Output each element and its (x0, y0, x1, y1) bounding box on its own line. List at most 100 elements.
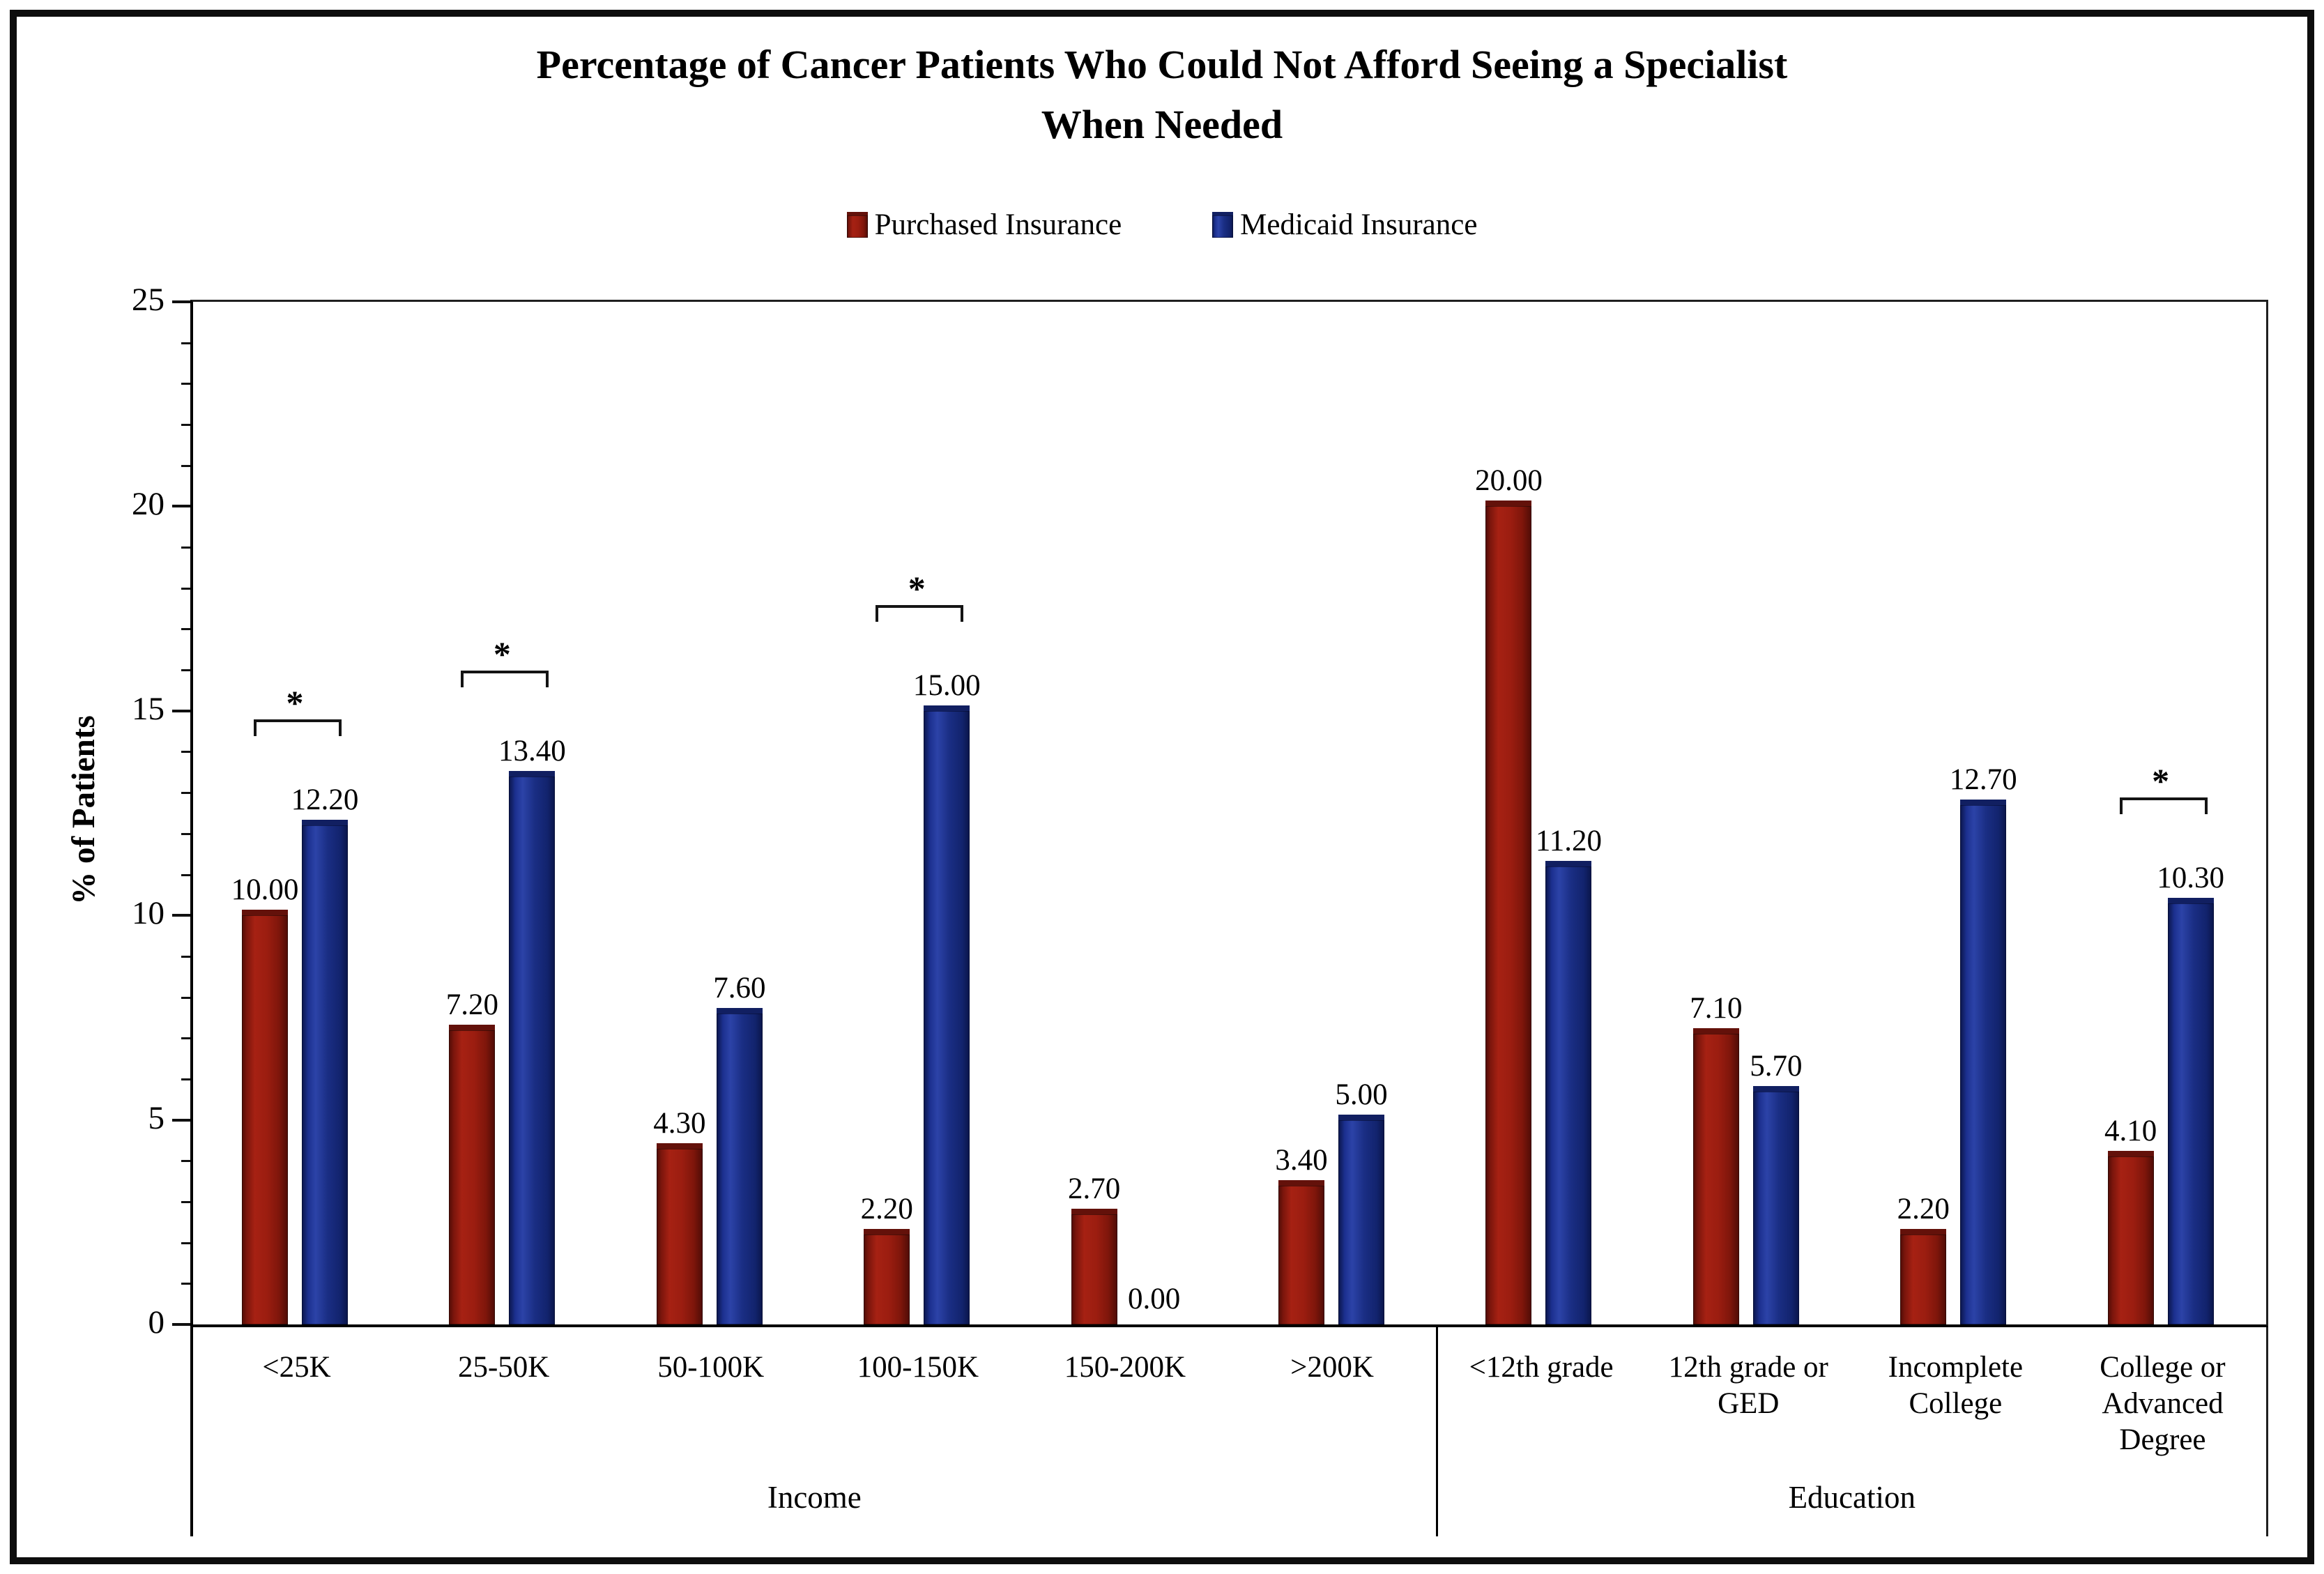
y-axis-minor-tick (181, 1283, 190, 1285)
bar-purchased (449, 1024, 496, 1324)
bar-value-label: 4.10 (2104, 1115, 2157, 1148)
category-slot: 2.70 0.00 (1023, 302, 1230, 1324)
figure-frame: Percentage of Cancer Patients Who Could … (10, 10, 2314, 1564)
significance-bracket (254, 719, 342, 737)
y-tick-label: 5 (148, 1099, 165, 1136)
category-slot: 7.20 13.40 * (400, 302, 607, 1324)
group-caption-education: Education (1788, 1480, 1916, 1515)
x-tick-label: Incomplete College (1888, 1351, 2024, 1420)
y-axis-major-tick (172, 914, 190, 917)
x-tick-label: 150-200K (1064, 1351, 1186, 1384)
bar-value-label: 2.20 (860, 1192, 913, 1225)
y-axis-minor-tick (181, 628, 190, 631)
x-tick-slot: <25K (193, 1327, 400, 1536)
bar-value-label: 7.60 (713, 972, 766, 1005)
y-axis-major-tick (172, 505, 190, 508)
legend-label-purchased: Purchased Insurance (874, 208, 1122, 241)
x-group-education: <12th grade 12th grade or GED Incomplete C… (1435, 1327, 2266, 1536)
y-tick-labels: 0 5 10 15 20 25 (59, 282, 177, 1340)
bar-value-label: 10.30 (2157, 861, 2225, 894)
x-tick-label: College or Advanced Degree (2100, 1351, 2226, 1456)
x-tick-slot: 150-200K (1021, 1327, 1228, 1536)
bar-value-label: 10.00 (231, 873, 299, 907)
bar-purchased (1900, 1228, 1947, 1324)
y-axis-major-tick (172, 1323, 190, 1326)
y-axis-minor-tick (181, 1200, 190, 1203)
x-tick-slot: Incomplete College (1852, 1327, 2059, 1536)
bar-medicaid (1545, 860, 1592, 1324)
x-tick-slot: 25-50K (400, 1327, 607, 1536)
chart-title-line2: When Needed (1041, 102, 1283, 147)
y-axis-minor-tick (181, 1241, 190, 1244)
legend-swatch-purchased-icon (846, 212, 868, 238)
y-axis-minor-tick (181, 873, 190, 876)
x-tick-slot: 12th grade or GED (1645, 1327, 1852, 1536)
bar-purchased (656, 1143, 703, 1324)
significance-bracket (461, 670, 549, 687)
y-axis-major-tick (172, 300, 190, 303)
bar-slots: 10.00 12.20 * 7.20 13.40 * 4.30 7.60 2.20 15.00 * 2… (193, 302, 2266, 1324)
y-axis-major-tick (172, 709, 190, 712)
legend-item-medicaid: Medicaid Insurance (1212, 208, 1477, 242)
y-axis-minor-tick (181, 1037, 190, 1040)
bar-value-label: 12.20 (291, 784, 359, 817)
bar-medicaid (716, 1008, 763, 1324)
x-tick-label: >200K (1290, 1351, 1374, 1384)
x-tick-slot: College or Advanced Degree (2059, 1327, 2266, 1536)
bar-value-label: 20.00 (1475, 464, 1543, 498)
bar-purchased (2107, 1151, 2154, 1324)
x-label-area: <25K 25-50K 50-100K 100-150K 150-200K >200K In… (190, 1327, 2268, 1536)
category-slot: 20.00 11.20 (1437, 302, 1644, 1324)
y-tick-label: 10 (132, 895, 165, 932)
x-tick-slot: <12th grade (1438, 1327, 1645, 1536)
significance-asterisk: * (493, 634, 511, 673)
chart-title-line1: Percentage of Cancer Patients Who Could … (536, 42, 1788, 87)
y-tick-label: 0 (148, 1304, 165, 1340)
bar-value-label: 5.70 (1750, 1049, 1803, 1083)
significance-asterisk: * (908, 568, 926, 608)
bar-medicaid (1338, 1114, 1385, 1324)
y-axis-minor-tick (181, 464, 190, 467)
x-tick-label: 100-150K (857, 1351, 979, 1384)
y-axis-minor-tick (181, 792, 190, 795)
x-tick-label: 50-100K (657, 1351, 765, 1384)
bar-value-label: 0.00 (1128, 1283, 1181, 1315)
y-axis-minor-tick (181, 1078, 190, 1080)
bar-purchased (1278, 1179, 1325, 1324)
category-slot: 4.30 7.60 (608, 302, 815, 1324)
bar-value-label: 7.10 (1690, 992, 1743, 1025)
bar-value-label: 2.70 (1068, 1172, 1121, 1205)
bar-value-label: 12.70 (1949, 763, 2017, 796)
y-axis-minor-tick (181, 751, 190, 754)
chart-title: Percentage of Cancer Patients Who Could … (17, 35, 2307, 155)
y-axis-minor-tick (181, 1160, 190, 1163)
legend-swatch-medicaid-icon (1212, 212, 1234, 238)
y-axis-minor-tick (181, 424, 190, 427)
bar-value-label: 5.00 (1335, 1078, 1388, 1111)
significance-bracket (876, 604, 964, 622)
plot-area: 10.00 12.20 * 7.20 13.40 * 4.30 7.60 2.20 15.00 * 2… (172, 300, 2268, 1327)
y-axis-minor-tick (181, 669, 190, 672)
y-axis-minor-tick (181, 342, 190, 344)
bar-purchased (864, 1228, 910, 1324)
bar-value-label: 11.20 (1535, 824, 1603, 857)
y-axis-minor-tick (181, 832, 190, 835)
y-tick-label: 25 (132, 282, 165, 318)
bar-value-label: 13.40 (498, 734, 566, 767)
y-axis-minor-tick (181, 547, 190, 549)
category-slot: 7.10 5.70 (1644, 302, 1851, 1324)
bar-value-label: 4.30 (653, 1106, 706, 1140)
legend-label-medicaid: Medicaid Insurance (1240, 208, 1478, 241)
significance-bracket (2119, 797, 2208, 814)
category-slot: 2.20 12.70 (1851, 302, 2058, 1324)
category-slot: 3.40 5.00 (1230, 302, 1437, 1324)
bar-purchased (1071, 1208, 1117, 1324)
bar-medicaid (924, 705, 970, 1324)
x-tick-slot: 50-100K (607, 1327, 814, 1536)
bar-purchased (242, 910, 288, 1324)
bar-purchased (1692, 1028, 1739, 1324)
significance-asterisk: * (2152, 761, 2170, 800)
y-tick-label: 20 (132, 486, 165, 523)
x-tick-slot: 100-150K (814, 1327, 1021, 1536)
bar-value-label: 2.20 (1897, 1192, 1950, 1225)
